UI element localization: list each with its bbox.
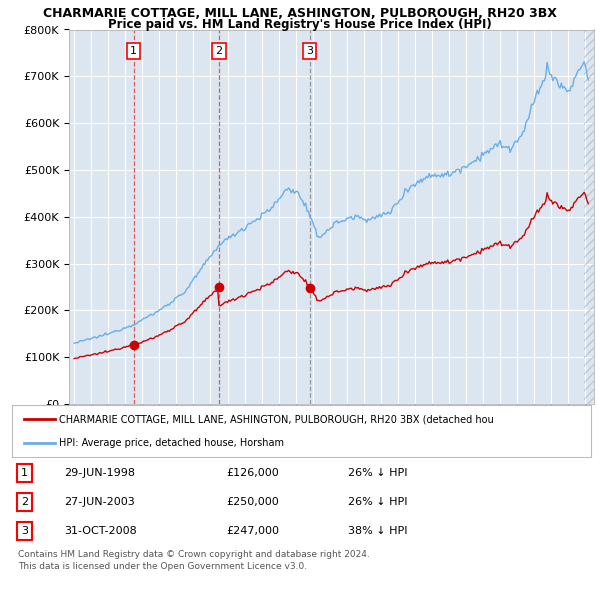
Text: £247,000: £247,000 <box>226 526 279 536</box>
Text: £250,000: £250,000 <box>226 497 279 507</box>
Text: 2: 2 <box>21 497 28 507</box>
Text: This data is licensed under the Open Government Licence v3.0.: This data is licensed under the Open Gov… <box>18 562 307 571</box>
Text: 2: 2 <box>215 47 223 57</box>
Text: CHARMARIE COTTAGE, MILL LANE, ASHINGTON, PULBOROUGH, RH20 3BX: CHARMARIE COTTAGE, MILL LANE, ASHINGTON,… <box>43 7 557 20</box>
Text: 1: 1 <box>130 47 137 57</box>
Text: £126,000: £126,000 <box>226 468 279 478</box>
Text: 1: 1 <box>21 468 28 478</box>
Text: HPI: Average price, detached house, Horsham: HPI: Average price, detached house, Hors… <box>59 438 284 448</box>
Text: 29-JUN-1998: 29-JUN-1998 <box>64 468 135 478</box>
Text: 3: 3 <box>21 526 28 536</box>
Text: 26% ↓ HPI: 26% ↓ HPI <box>348 497 407 507</box>
Text: 3: 3 <box>307 47 313 57</box>
Text: 31-OCT-2008: 31-OCT-2008 <box>64 526 137 536</box>
Text: 38% ↓ HPI: 38% ↓ HPI <box>348 526 407 536</box>
Text: CHARMARIE COTTAGE, MILL LANE, ASHINGTON, PULBOROUGH, RH20 3BX (detached hou: CHARMARIE COTTAGE, MILL LANE, ASHINGTON,… <box>59 414 494 424</box>
Text: Price paid vs. HM Land Registry's House Price Index (HPI): Price paid vs. HM Land Registry's House … <box>108 18 492 31</box>
Text: Contains HM Land Registry data © Crown copyright and database right 2024.: Contains HM Land Registry data © Crown c… <box>18 550 370 559</box>
Text: 27-JUN-2003: 27-JUN-2003 <box>64 497 135 507</box>
Text: 26% ↓ HPI: 26% ↓ HPI <box>348 468 407 478</box>
Bar <box>584 30 594 404</box>
